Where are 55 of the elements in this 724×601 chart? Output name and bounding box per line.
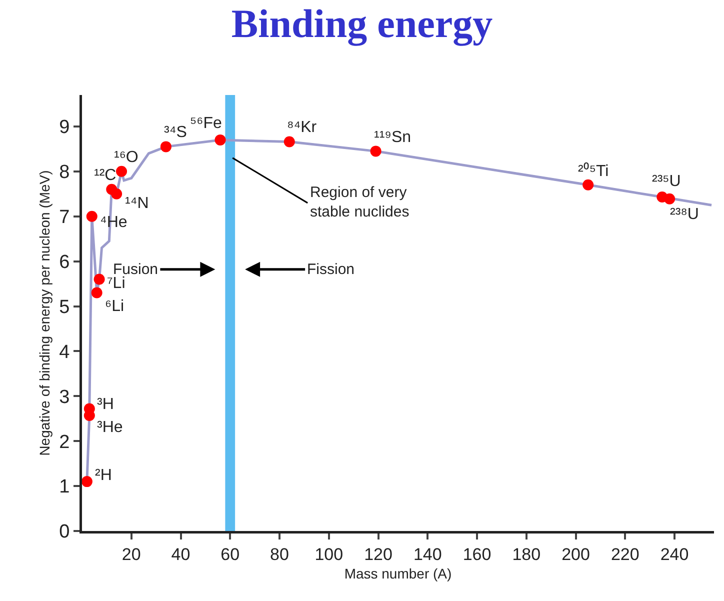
point <box>91 287 102 298</box>
x-tick-label: 60 <box>220 544 240 564</box>
point <box>81 476 92 488</box>
point <box>284 136 295 148</box>
y-tick-label: 4 <box>59 342 70 363</box>
point <box>214 134 226 146</box>
point <box>664 193 676 204</box>
point <box>370 146 382 157</box>
y-tick-label: 2 <box>59 432 70 453</box>
point <box>86 210 98 222</box>
annotation: ²³⁵U <box>652 173 681 190</box>
annotation: ⁵⁶Fe <box>190 115 222 132</box>
annotation: ¹⁶O <box>114 149 138 166</box>
point <box>160 141 172 152</box>
x-tick-label: 160 <box>462 544 492 564</box>
y-tick-label: 3 <box>59 386 70 408</box>
annotation: ³H <box>97 396 114 413</box>
x-tick-label: 140 <box>413 544 442 564</box>
x-tick-label: 100 <box>314 544 344 564</box>
annotation: ²³⁸U <box>670 206 699 223</box>
annotation: ⁴He <box>100 214 128 231</box>
annotation: ⁸⁴Kr <box>287 119 318 136</box>
y-tick-label: 7 <box>59 207 70 228</box>
chart-title: Binding energy <box>231 1 493 46</box>
point <box>111 188 122 200</box>
annotation: ²⁰⁵Ti <box>578 162 609 180</box>
y-tick-label: 8 <box>59 162 70 184</box>
x-tick-label: 80 <box>270 544 289 564</box>
y-tick-label: 5 <box>59 296 70 318</box>
y-tick-label: 0 <box>59 522 70 543</box>
annotation: ³He <box>97 419 123 436</box>
x-tick-label: 20 <box>122 544 141 564</box>
annotation: ¹⁴N <box>125 195 149 212</box>
x-tick-label: 240 <box>660 544 689 564</box>
annotation: ²H <box>95 467 112 484</box>
x-axis-title: Mass number (A) <box>344 565 452 582</box>
annotation: ³⁴S <box>164 124 187 141</box>
y-tick-label: 6 <box>59 252 70 273</box>
annotation: ⁶Li <box>105 298 124 315</box>
x-tick-label: 200 <box>562 544 590 564</box>
y-axis-title: Negative of binding energy per nucleon (MeV) <box>36 170 52 456</box>
annotation: ⁷Li <box>107 275 126 292</box>
x-tick-label: 220 <box>610 544 640 564</box>
x-tick-label: 40 <box>171 544 190 564</box>
annotation: Region of very stable nuclides <box>310 184 410 220</box>
y-tick-label: 9 <box>59 117 70 138</box>
x-tick-label: 180 <box>512 544 541 564</box>
y-tick-label: 1 <box>59 476 70 498</box>
annotation: ¹¹⁹Sn <box>374 129 412 146</box>
annotation: ¹²C <box>94 167 116 184</box>
point <box>116 166 127 177</box>
x-tick-label: 120 <box>364 544 392 564</box>
point <box>94 274 105 285</box>
point <box>582 179 594 190</box>
annotation: Fission <box>307 261 355 278</box>
